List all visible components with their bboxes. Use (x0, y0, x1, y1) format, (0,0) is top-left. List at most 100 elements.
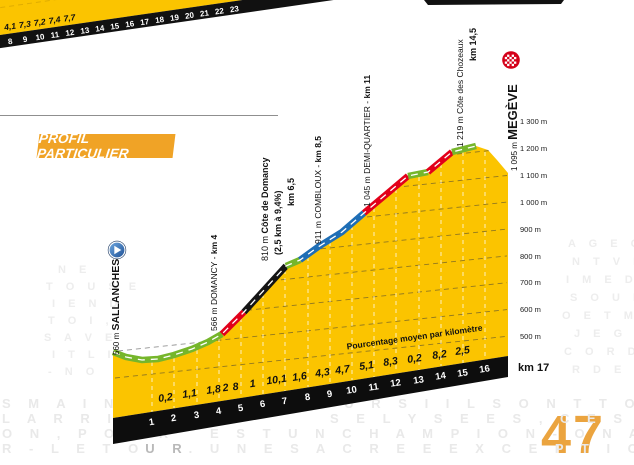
fragment-km-tick: 11 (50, 30, 60, 40)
label-megeve: 1 095 m MEGÈVE (505, 84, 520, 171)
elevation-label: 500 m (520, 332, 541, 341)
label-chozeaux-km: km 14,5 (468, 28, 478, 61)
elevation-label: 1 100 m (520, 171, 547, 180)
label-sallanches: 560 m SALLANCHES (110, 259, 122, 355)
previous-profile-fragment: 4,1 7,3 7,2 7,4 7,7 8 9 10 11 12 13 14 1… (0, 0, 634, 54)
km-tick: 2 (170, 413, 177, 425)
mountain-body (113, 146, 508, 418)
km-tick: 4 (215, 406, 223, 418)
fragment-km-tick: 13 (80, 26, 91, 36)
watermark-fragment: S O U E L L (570, 292, 634, 304)
label-chozeaux: 1 219 m Côte des Chozeaux (455, 39, 465, 147)
watermark-fragment: N T V R A (572, 256, 634, 268)
label-cote-domancy-2: (2,5 km à 9,4%) (273, 190, 283, 255)
label-domancy: 566 m DOMANCY - km 4 (209, 235, 219, 331)
megeve-name: MEGÈVE (505, 84, 520, 140)
gradient-label: 10,1 (266, 373, 288, 388)
combloux-km: km 8,5 (313, 136, 323, 163)
watermark-fragment: - N O (48, 366, 100, 378)
elevation-label: 600 m (520, 305, 541, 314)
demi-quartier-text: 1 045 m DEMI-QUARTIER - (362, 99, 372, 207)
gradient-label: 8,3 (383, 355, 399, 369)
elevation-axis: 1 300 m 1 200 m 1 100 m 1 000 m 900 m 80… (520, 117, 547, 341)
finish-icon (502, 51, 520, 69)
gradient-labels: 0,2 1,1 1,8 2 8 1 10,1 1,6 4,3 4,7 5,1 8… (158, 344, 471, 405)
cote-domancy-name: Côte de Domancy (260, 157, 270, 233)
km-tick: 8 (304, 392, 311, 404)
fragment-gradient-label: 7,2 (33, 16, 46, 28)
watermark-fragment: C O R D L E S (564, 346, 634, 358)
watermark-fragment: T O I , (48, 315, 114, 327)
fragment-km-tick: 15 (110, 21, 121, 31)
km-ticks: 1 2 3 4 5 6 7 8 9 10 11 12 13 14 15 16 (148, 363, 490, 428)
km-bar (113, 356, 508, 444)
elevation-label: 900 m (520, 225, 541, 234)
profil-particulier-badge: PROFIL PARTICULIER (36, 131, 176, 161)
cote-domancy-elevation: 810 m (260, 233, 270, 261)
gradient-label: 8 (232, 381, 240, 394)
fragment-km-tick: 17 (140, 17, 151, 27)
fragment-km-tick: 20 (184, 11, 195, 21)
gradient-label: 1 (249, 378, 257, 391)
watermark-line: L A R R I V (2, 411, 145, 426)
fragment-km-tick: 8 (7, 37, 13, 47)
fragment-km-tick: 19 (170, 13, 181, 23)
km-tick: 9 (326, 389, 333, 401)
domancy-km: km 4 (209, 235, 219, 255)
sallanches-name: SALLANCHES (110, 259, 122, 331)
gradient-label: 4,7 (334, 363, 352, 377)
fragment-km-tick: 23 (229, 4, 240, 14)
road-segments (111, 142, 477, 364)
watermark-fragment: O E T M E R C (562, 310, 634, 322)
km-tick: 14 (435, 370, 448, 383)
km-tick: 6 (259, 399, 266, 411)
combloux-text: 911 m COMBLOUX - (313, 162, 323, 244)
km-tick: 3 (193, 410, 200, 422)
label-cote-domancy-1: 810 m Côte de Domancy (260, 157, 270, 261)
megeve-elevation: 1 095 m (510, 140, 519, 171)
gradient-label: 1,1 (182, 387, 198, 401)
watermark-line: E S T U N C H A M P I O N - O N A G R I … (210, 426, 634, 441)
fragment-km-bar (0, 0, 634, 54)
watermark-fragment: A G E C O (568, 238, 634, 250)
fragment-km-tick: 14 (95, 23, 106, 33)
elevation-gridlines (114, 150, 508, 379)
watermark-fragment: N E (58, 264, 92, 276)
fragment-km-tick: 12 (65, 28, 76, 38)
fragment-km-tick: 16 (125, 19, 136, 29)
watermark-fragment: I M E D A N (566, 274, 634, 286)
km-tick: 13 (413, 374, 425, 386)
km-tick: 10 (346, 384, 358, 396)
fragment-gradient-label: 7,4 (48, 14, 61, 26)
gradient-label: 5,1 (359, 359, 375, 373)
domancy-text: 566 m DOMANCY - (209, 254, 219, 331)
elevation-label: 1 300 m (520, 117, 547, 126)
gradient-label: 4,3 (314, 366, 331, 380)
km-tick: 7 (281, 396, 288, 408)
km-tick: 1 (148, 417, 156, 429)
gradient-label: 0,2 (407, 352, 423, 366)
fragment-km-tick: 22 (214, 6, 225, 16)
watermark-fragment: R D E F R A (572, 364, 634, 376)
fragment-km-tick: 10 (35, 32, 46, 42)
profil-particulier-label: PROFIL PARTICULIER (36, 131, 130, 161)
km-tick: 12 (390, 377, 402, 389)
elevation-label: 1 200 m (520, 144, 547, 153)
watermark-line: E U R S I I L S O N T T O U T D (318, 396, 634, 411)
sallanches-elevation: 560 m (112, 331, 121, 355)
elevation-label: 1 000 m (520, 198, 547, 207)
km-tick: 11 (368, 381, 380, 393)
start-icon (107, 240, 127, 260)
fragment-gradient-label: 4,1 (2, 21, 16, 33)
gradient-label: 1,8 (206, 383, 222, 397)
gradient-label: 2,5 (454, 344, 471, 358)
fragment-gradient-label: 7,7 (63, 12, 77, 24)
page-number: 47 (541, 405, 606, 465)
watermark-line: R - L E T OU R. U N E S A C R E E E X C … (2, 441, 634, 456)
fragment-gradient-label: 7,3 (18, 18, 31, 30)
fragment-km-tick: 9 (22, 35, 28, 45)
km-tick: 15 (457, 367, 470, 380)
label-demi-quartier: 1 045 m DEMI-QUARTIER - km 11 (362, 75, 372, 207)
page-divider-line (0, 115, 278, 116)
label-cote-domancy-km: km 6,5 (286, 178, 296, 206)
